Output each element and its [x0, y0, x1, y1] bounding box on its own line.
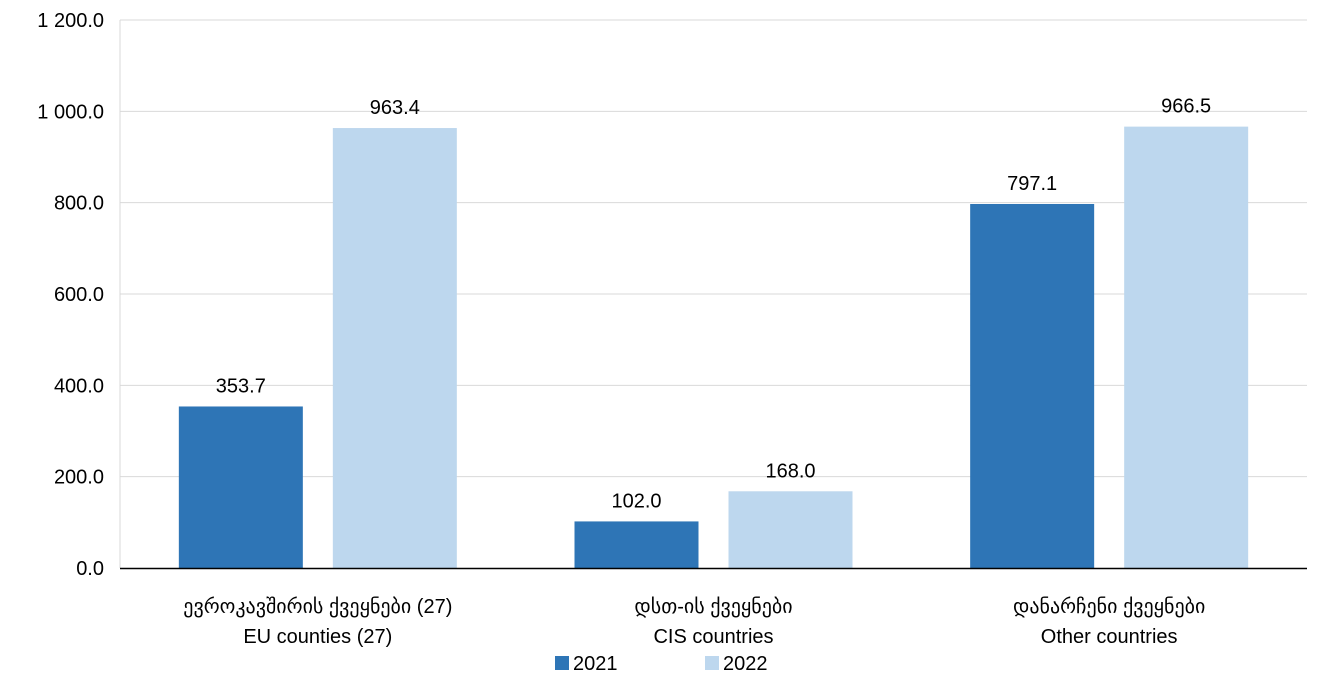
legend: 2021 2022	[555, 653, 768, 675]
bars	[178, 126, 1249, 569]
bar-2022-1	[728, 491, 853, 568]
gridlines	[119, 19, 1307, 568]
bar-2021-0	[178, 406, 303, 568]
y-tick-label: 1 200.0	[37, 10, 104, 32]
legend-label: 2022	[723, 653, 768, 675]
category-label: EU counties (27)	[243, 626, 392, 648]
y-tick-label: 200.0	[54, 467, 104, 489]
y-tick-label: 800.0	[54, 193, 104, 215]
category-label: ევროკავშირის ქვეყნები (27)	[183, 596, 452, 618]
y-tick-label: 1 000.0	[37, 101, 104, 123]
bar-2021-2	[970, 203, 1095, 568]
bar-2022-0	[332, 128, 457, 568]
bar-2021-1	[574, 521, 699, 568]
data-label: 102.0	[611, 490, 661, 512]
legend-swatch-2021	[555, 656, 569, 670]
y-axis-tick-labels: 0.0 200.0 400.0 600.0 800.0 1 000.0 1 200.0	[37, 10, 104, 580]
category-label: Other countries	[1041, 626, 1178, 648]
category-label: დანარჩენი ქვეყნები	[1013, 596, 1205, 618]
y-tick-label: 600.0	[54, 284, 104, 306]
legend-swatch-2022	[705, 656, 719, 670]
y-tick-label: 400.0	[54, 375, 104, 397]
y-tick-label: 0.0	[76, 558, 104, 580]
data-label: 797.1	[1007, 173, 1057, 195]
category-label: დსთ-ის ქვეყნები	[634, 596, 792, 618]
data-label: 966.5	[1161, 96, 1211, 118]
data-labels: 353.7 963.4 102.0 168.0 797.1 966.5	[216, 96, 1211, 513]
legend-label: 2021	[573, 653, 618, 675]
bar-2022-2	[1124, 126, 1249, 569]
data-label: 353.7	[216, 375, 266, 397]
category-label: CIS countries	[653, 626, 773, 648]
category-labels: ევროკავშირის ქვეყნები (27) EU counties (2…	[183, 596, 1205, 648]
data-label: 963.4	[370, 97, 420, 119]
data-label: 168.0	[765, 460, 815, 482]
